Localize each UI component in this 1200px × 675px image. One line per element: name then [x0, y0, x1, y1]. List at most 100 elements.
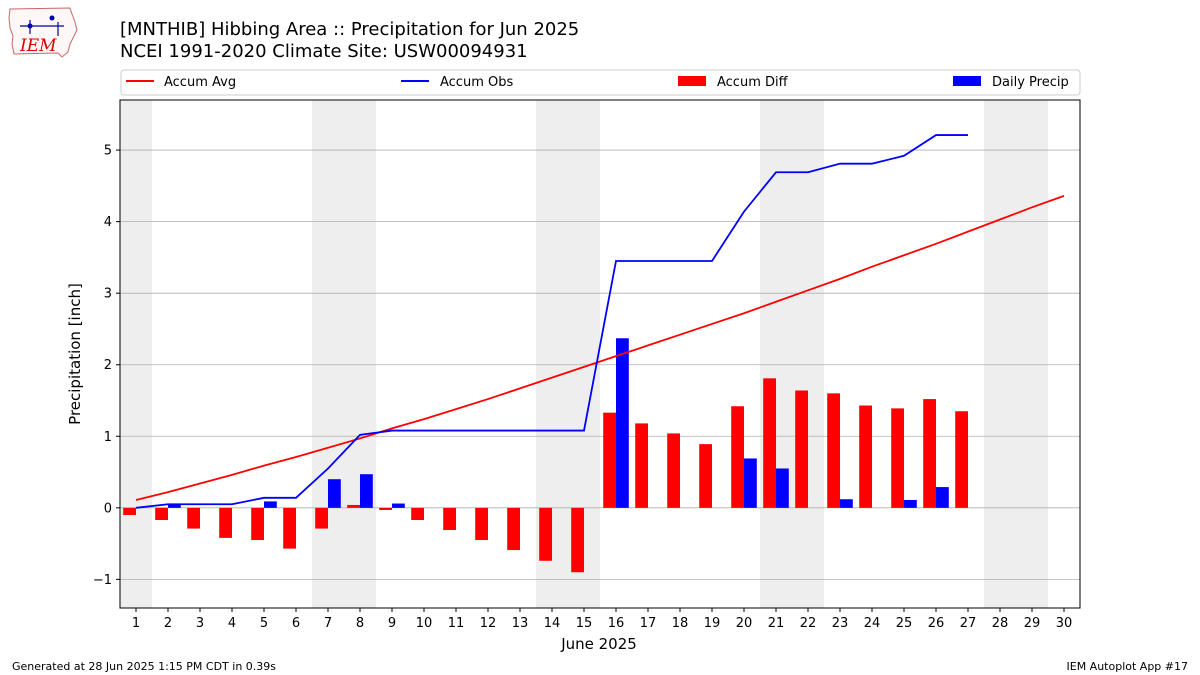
y-tick-label: 1 [104, 430, 112, 445]
x-tick-label: 26 [928, 616, 945, 631]
y-tick-label: 0 [104, 501, 112, 516]
bar-accum-diff-day-14 [539, 507, 552, 561]
x-axis-label: June 2025 [560, 635, 637, 653]
bar-accum-diff-day-20 [731, 406, 744, 508]
bar-accum-diff-day-13 [507, 507, 520, 551]
bar-accum-diff-day-5 [251, 507, 264, 541]
footer-generated: Generated at 28 Jun 2025 1:15 PM CDT in … [12, 660, 276, 673]
x-tick-label: 19 [704, 616, 721, 631]
y-tick-label: 3 [104, 287, 112, 302]
y-tick-label: 2 [104, 358, 112, 373]
x-tick-label: 29 [1024, 616, 1041, 631]
bar-daily-precip-day-21 [776, 468, 789, 508]
x-tick-label: 30 [1056, 616, 1073, 631]
y-tick-label: −1 [93, 573, 112, 588]
x-tick-label: 24 [864, 616, 881, 631]
y-tick-label: 4 [104, 215, 112, 230]
legend-swatch-daily-precip [953, 76, 981, 86]
bar-accum-diff-day-6 [283, 507, 296, 549]
legend: Accum Avg Accum Obs Accum Diff Daily Pre… [120, 69, 1081, 96]
line-accum-avg [135, 195, 1065, 501]
weekend-shade-day-29 [1016, 100, 1048, 608]
bar-accum-diff-day-27 [955, 411, 968, 508]
bar-accum-diff-day-11 [443, 507, 456, 531]
x-tick-label: 11 [448, 616, 465, 631]
bar-daily-precip-day-25 [904, 499, 917, 508]
legend-label-accum-avg: Accum Avg [164, 75, 236, 90]
legend-label-daily-precip: Daily Precip [992, 75, 1069, 90]
x-tick-label: 12 [480, 616, 497, 631]
x-tick-label: 22 [800, 616, 817, 631]
x-tick-label: 16 [608, 616, 625, 631]
bar-accum-diff-day-3 [187, 507, 200, 529]
y-tick-label: 5 [104, 144, 112, 159]
bar-daily-precip-day-7 [328, 479, 341, 508]
bar-daily-precip-day-9 [392, 503, 405, 508]
x-tick-label: 14 [544, 616, 561, 631]
x-tick-label: 18 [672, 616, 689, 631]
bar-accum-diff-day-7 [315, 507, 328, 529]
bar-daily-precip-day-26 [936, 487, 949, 508]
x-tick-label: 7 [324, 616, 332, 631]
bar-accum-diff-day-1 [123, 507, 136, 515]
weekend-shade-day-7 [312, 100, 344, 608]
bar-accum-diff-day-10 [411, 507, 424, 520]
chart-subtitle: NCEI 1991-2020 Climate Site: USW00094931 [120, 41, 528, 62]
x-tick-label: 20 [736, 616, 753, 631]
bar-daily-precip-day-20 [744, 458, 757, 508]
bar-daily-precip-day-2 [168, 504, 181, 508]
plot-frame [119, 99, 1081, 609]
bar-accum-diff-day-15 [571, 507, 584, 573]
bar-daily-precip-day-5 [264, 501, 277, 508]
x-tick-label: 9 [388, 616, 396, 631]
weekend-shade-day-8 [344, 100, 376, 608]
bar-accum-diff-day-22 [795, 390, 808, 508]
bar-accum-diff-day-26 [923, 399, 936, 508]
gridlines [120, 149, 1080, 580]
x-tick-label: 23 [832, 616, 849, 631]
logo-text: IEM [19, 36, 57, 56]
iowa-outline-icon [8, 7, 78, 58]
line-accum-obs [135, 134, 968, 509]
weekend-shade-day-22 [792, 100, 824, 608]
x-tick-label: 3 [196, 616, 204, 631]
legend-frame [120, 69, 1081, 96]
x-tick-label: 4 [228, 616, 236, 631]
bar-accum-diff-day-23 [827, 393, 840, 508]
x-tick-label: 10 [416, 616, 433, 631]
iem-logo: IEM [8, 7, 78, 58]
bar-accum-diff-day-25 [891, 408, 904, 508]
legend-label-accum-obs: Accum Obs [440, 75, 513, 90]
bar-accum-diff-day-24 [859, 405, 872, 508]
weekend-shade-day-1 [120, 100, 152, 608]
x-tick-label: 15 [576, 616, 593, 631]
legend-label-accum-diff: Accum Diff [717, 75, 789, 90]
bar-accum-diff-day-18 [667, 433, 680, 508]
x-tick-label: 27 [960, 616, 977, 631]
bar-accum-diff-day-8 [347, 504, 360, 508]
bar-daily-precip-day-23 [840, 499, 853, 508]
x-tick-label: 1 [132, 616, 140, 631]
x-tick-label: 25 [896, 616, 913, 631]
x-tick-label: 13 [512, 616, 529, 631]
weekend-shade-day-21 [760, 100, 792, 608]
chart-title: [MNTHIB] Hibbing Area :: Precipitation f… [120, 19, 579, 40]
bar-accum-diff-day-17 [635, 423, 648, 508]
x-tick-label: 2 [164, 616, 172, 631]
bar-daily-precip-day-8 [360, 474, 373, 508]
bars [123, 338, 968, 573]
bar-accum-diff-day-2 [155, 507, 168, 520]
lines [135, 134, 1065, 509]
bar-accum-diff-day-12 [475, 507, 488, 541]
bar-daily-precip-day-16 [616, 338, 629, 508]
x-tick-label: 6 [292, 616, 300, 631]
x-tick-label: 8 [356, 616, 364, 631]
x-tick-label: 17 [640, 616, 657, 631]
weekend-shade-day-28 [984, 100, 1016, 608]
bar-accum-diff-day-16 [603, 412, 616, 508]
bar-accum-diff-day-21 [763, 378, 776, 508]
footer-app: IEM Autoplot App #17 [1067, 660, 1189, 673]
bar-accum-diff-day-19 [699, 444, 712, 508]
